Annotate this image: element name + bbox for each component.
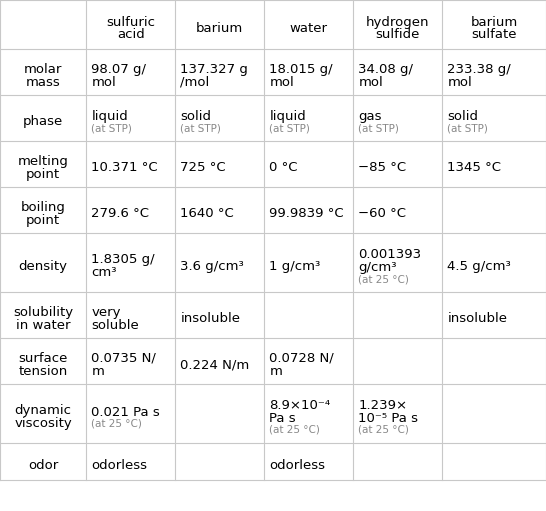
Text: odor: odor <box>28 459 58 472</box>
Text: hydrogen: hydrogen <box>366 15 430 29</box>
Text: mol: mol <box>358 76 383 89</box>
Text: mol: mol <box>91 76 116 89</box>
Text: m: m <box>269 365 282 378</box>
Text: /mol: /mol <box>180 76 210 89</box>
Text: 18.015 g/: 18.015 g/ <box>269 63 333 76</box>
Text: mol: mol <box>447 76 472 89</box>
Text: m: m <box>91 365 104 378</box>
Text: 0.0728 N/: 0.0728 N/ <box>269 352 334 365</box>
Text: 10.371 °C: 10.371 °C <box>91 161 158 174</box>
Text: solubility: solubility <box>13 306 73 319</box>
Text: density: density <box>19 260 68 273</box>
Text: mass: mass <box>26 76 61 89</box>
Text: (at STP): (at STP) <box>91 123 132 133</box>
Text: dynamic: dynamic <box>15 404 72 417</box>
Text: 1 g/cm³: 1 g/cm³ <box>269 260 321 273</box>
Text: point: point <box>26 214 60 227</box>
Text: Pa s: Pa s <box>269 412 296 425</box>
Text: (at 25 °C): (at 25 °C) <box>358 425 409 435</box>
Text: point: point <box>26 168 60 181</box>
Text: (at STP): (at STP) <box>358 123 399 133</box>
Text: solid: solid <box>447 110 478 124</box>
Text: barium: barium <box>471 15 518 29</box>
Text: gas: gas <box>358 110 382 124</box>
Text: 279.6 °C: 279.6 °C <box>91 207 149 220</box>
Text: 137.327 g: 137.327 g <box>180 63 248 76</box>
Text: very: very <box>91 306 121 319</box>
Text: water: water <box>290 22 328 35</box>
Text: (at 25 °C): (at 25 °C) <box>269 425 320 435</box>
Text: liquid: liquid <box>269 110 306 124</box>
Text: insoluble: insoluble <box>447 312 507 325</box>
Text: g/cm³: g/cm³ <box>358 261 397 274</box>
Text: (at 25 °C): (at 25 °C) <box>358 274 409 284</box>
Text: −85 °C: −85 °C <box>358 161 406 174</box>
Text: 1345 °C: 1345 °C <box>447 161 501 174</box>
Text: 0.224 N/m: 0.224 N/m <box>180 358 250 371</box>
Text: 99.9839 °C: 99.9839 °C <box>269 207 344 220</box>
Text: barium: barium <box>196 22 244 35</box>
Text: sulfate: sulfate <box>471 29 517 41</box>
Text: 0 °C: 0 °C <box>269 161 298 174</box>
Text: odorless: odorless <box>91 459 147 472</box>
Text: 8.9×10⁻⁴: 8.9×10⁻⁴ <box>269 399 330 412</box>
Text: (at STP): (at STP) <box>180 123 221 133</box>
Text: soluble: soluble <box>91 319 139 332</box>
Text: −60 °C: −60 °C <box>358 207 406 220</box>
Text: 1.8305 g/: 1.8305 g/ <box>91 253 155 266</box>
Text: mol: mol <box>269 76 294 89</box>
Text: acid: acid <box>117 29 145 41</box>
Text: 0.0735 N/: 0.0735 N/ <box>91 352 156 365</box>
Text: 34.08 g/: 34.08 g/ <box>358 63 413 76</box>
Text: cm³: cm³ <box>91 266 117 279</box>
Text: 0.021 Pa s: 0.021 Pa s <box>91 406 160 419</box>
Text: 725 °C: 725 °C <box>180 161 226 174</box>
Text: (at STP): (at STP) <box>269 123 310 133</box>
Text: molar: molar <box>24 63 62 76</box>
Text: tension: tension <box>19 365 68 378</box>
Text: insoluble: insoluble <box>180 312 240 325</box>
Text: 0.001393: 0.001393 <box>358 248 422 261</box>
Text: boiling: boiling <box>21 201 66 214</box>
Text: 3.6 g/cm³: 3.6 g/cm³ <box>180 260 244 273</box>
Text: viscosity: viscosity <box>14 417 72 430</box>
Text: phase: phase <box>23 115 63 128</box>
Text: sulfuric: sulfuric <box>106 15 155 29</box>
Text: (at STP): (at STP) <box>447 123 488 133</box>
Text: 1.239×: 1.239× <box>358 399 407 412</box>
Text: odorless: odorless <box>269 459 325 472</box>
Text: solid: solid <box>180 110 211 124</box>
Text: sulfide: sulfide <box>376 29 420 41</box>
Text: 1640 °C: 1640 °C <box>180 207 234 220</box>
Text: (at 25 °C): (at 25 °C) <box>91 419 142 428</box>
Text: 4.5 g/cm³: 4.5 g/cm³ <box>447 260 511 273</box>
Text: surface: surface <box>19 352 68 365</box>
Text: melting: melting <box>17 155 69 168</box>
Text: 10⁻⁵ Pa s: 10⁻⁵ Pa s <box>358 412 418 425</box>
Text: 233.38 g/: 233.38 g/ <box>447 63 511 76</box>
Text: liquid: liquid <box>91 110 128 124</box>
Text: 98.07 g/: 98.07 g/ <box>91 63 146 76</box>
Text: in water: in water <box>16 319 70 332</box>
